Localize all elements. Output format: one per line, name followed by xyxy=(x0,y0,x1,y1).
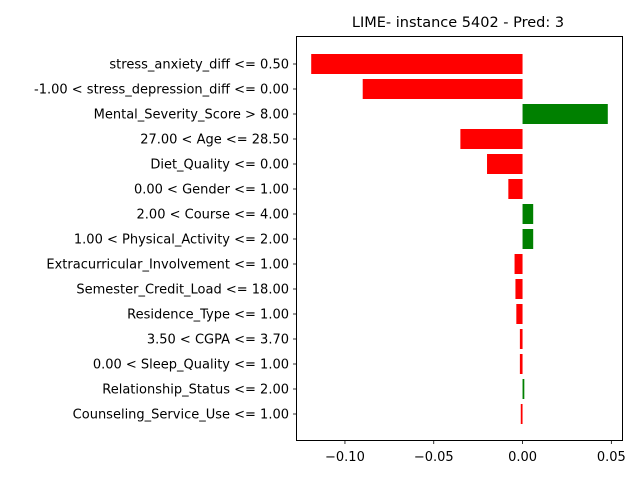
y-tick-label: Counseling_Service_Use <= 1.00 xyxy=(73,408,289,423)
bar-13 xyxy=(522,379,525,399)
bar-14 xyxy=(520,404,523,424)
bar-0 xyxy=(311,54,523,74)
bars-group xyxy=(311,54,608,424)
bar-12 xyxy=(519,354,523,374)
x-tick-label: −0.10 xyxy=(325,450,365,465)
y-tick-label: 27.00 < Age <= 28.50 xyxy=(140,133,289,148)
y-tick-labels: stress_anxiety_diff <= 0.50 -1.00 < stres… xyxy=(34,58,297,423)
plot-frame xyxy=(296,36,623,441)
y-tick-label: 0.00 < Sleep_Quality <= 1.00 xyxy=(93,358,289,373)
y-tick-label: -1.00 < stress_depression_diff <= 0.00 xyxy=(34,83,289,98)
bar-6 xyxy=(522,204,534,224)
y-tick-label: Diet_Quality <= 0.00 xyxy=(150,158,289,173)
bar-11 xyxy=(519,329,523,349)
bar-5 xyxy=(508,179,523,199)
y-tick-label: 3.50 < CGPA <= 3.70 xyxy=(147,333,289,348)
y-tick-label: Mental_Severity_Score > 8.00 xyxy=(94,108,289,123)
chart-title: LIME- instance 5402 - Pred: 3 xyxy=(352,15,564,31)
y-tick-label: Residence_Type <= 1.00 xyxy=(127,308,289,323)
x-tick-label: −0.05 xyxy=(414,450,454,465)
y-tick-label: 1.00 < Physical_Activity <= 2.00 xyxy=(74,233,289,248)
x-tick-label: 0.00 xyxy=(508,450,537,465)
y-tick-label: Extracurricular_Involvement <= 1.00 xyxy=(46,258,289,273)
y-tick-label: stress_anxiety_diff <= 0.50 xyxy=(109,58,289,73)
bar-9 xyxy=(515,279,523,299)
x-ticks: −0.10 −0.05 0.00 0.05 xyxy=(325,440,626,465)
bar-2 xyxy=(522,104,608,124)
bar-4 xyxy=(487,154,523,174)
bar-3 xyxy=(460,129,523,149)
bar-10 xyxy=(516,304,523,324)
bar-1 xyxy=(362,79,523,99)
y-tick-label: 0.00 < Gender <= 1.00 xyxy=(134,183,289,198)
y-tick-label: Relationship_Status <= 2.00 xyxy=(102,383,289,398)
bar-7 xyxy=(522,229,534,249)
y-tick-label: Semester_Credit_Load <= 18.00 xyxy=(76,283,289,298)
y-tick-label: 2.00 < Course <= 4.00 xyxy=(137,208,289,223)
bar-8 xyxy=(514,254,523,274)
x-tick-label: 0.05 xyxy=(597,450,626,465)
